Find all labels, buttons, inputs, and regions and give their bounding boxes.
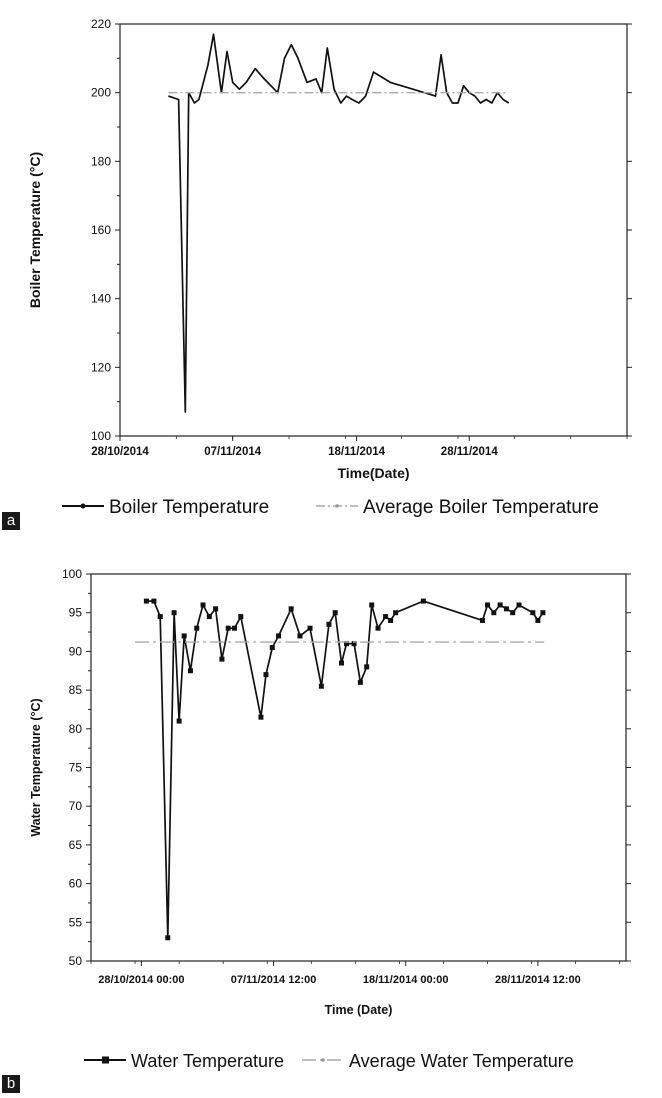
data-point-marker xyxy=(369,602,375,608)
data-point-marker xyxy=(276,633,282,639)
data-point-marker xyxy=(238,614,244,620)
data-point-marker xyxy=(263,672,269,678)
y-axis-label: Boiler Temperature (°C) xyxy=(27,152,43,308)
legend-marker xyxy=(335,504,339,508)
y-tick-label: 100 xyxy=(62,567,82,581)
data-point-marker xyxy=(258,714,264,720)
legend-marker xyxy=(102,1056,109,1064)
data-point-marker xyxy=(503,606,509,612)
water-temperature-chart: 50 55 60 65 70 75 80 85 90 95 100 28/10/2014 00:00 0… xyxy=(0,547,662,1093)
data-point-marker xyxy=(165,935,171,941)
y-axis-label: Water Temperature (°C) xyxy=(29,698,43,836)
data-point-marker xyxy=(213,606,219,612)
data-point-marker xyxy=(530,610,536,616)
data-point-marker xyxy=(388,617,394,623)
data-point-marker xyxy=(357,679,363,685)
data-point-marker xyxy=(383,614,389,620)
data-point-marker xyxy=(351,641,357,647)
legend-label-measured: Boiler Temperature xyxy=(109,497,269,518)
y-tick-label: 120 xyxy=(91,360,111,374)
legend-marker xyxy=(80,503,86,509)
data-point-marker xyxy=(516,602,522,608)
panel-label-b: b xyxy=(2,1075,20,1093)
data-point-marker xyxy=(171,610,177,616)
x-tick-label: 28/11/2014 12:00 xyxy=(495,974,581,986)
data-point-marker xyxy=(535,617,541,623)
water-chart-svg: 50 55 60 65 70 75 80 85 90 95 100 28/10/2014 00:00 0… xyxy=(29,567,631,1071)
y-tick-label: 65 xyxy=(69,838,83,852)
x-axis-label: Time(Date) xyxy=(337,465,409,481)
data-point-marker xyxy=(157,614,163,620)
x-tick-label: 28/10/2014 xyxy=(91,446,149,458)
data-point-marker xyxy=(307,625,313,631)
data-point-marker xyxy=(491,610,497,616)
data-point-marker xyxy=(318,683,324,689)
legend-label-average: Average Water Temperature xyxy=(349,1051,574,1071)
boiler-temperature-chart: 100 120 140 160 180 200 220 28/10/2014 07/11/201… xyxy=(0,0,662,545)
y-tick-label: 90 xyxy=(69,644,83,658)
data-point-marker xyxy=(364,664,370,670)
data-point-marker xyxy=(269,645,275,651)
data-point-marker xyxy=(200,602,206,608)
data-point-marker xyxy=(479,617,485,623)
data-point-marker xyxy=(485,602,491,608)
y-tick-label: 200 xyxy=(91,86,111,100)
y-tick-label: 180 xyxy=(91,154,111,168)
data-point-marker xyxy=(187,668,193,674)
x-tick-label: 18/11/2014 xyxy=(328,446,386,458)
plot-frame xyxy=(119,23,628,437)
data-point-marker xyxy=(375,625,381,631)
data-point-marker xyxy=(420,598,426,604)
data-point-marker xyxy=(540,610,546,616)
panel-label-a: a xyxy=(2,512,20,530)
series-line-measured xyxy=(146,600,544,939)
data-point-marker xyxy=(151,598,157,604)
data-point-marker xyxy=(332,610,338,616)
data-point-marker xyxy=(232,625,238,631)
x-tick-label: 28/11/2014 xyxy=(441,446,499,458)
data-point-marker xyxy=(143,598,149,604)
x-tick-label: 28/10/2014 00:00 xyxy=(98,974,184,986)
x-axis-label: Time (Date) xyxy=(325,1003,393,1017)
data-point-marker xyxy=(219,656,225,662)
legend-label-average: Average Boiler Temperature xyxy=(363,497,599,518)
y-tick-label: 50 xyxy=(69,954,83,968)
data-point-marker xyxy=(297,633,303,639)
x-tick-label: 07/11/2014 12:00 xyxy=(231,974,317,986)
data-point-marker xyxy=(326,621,332,627)
data-point-marker xyxy=(510,610,516,616)
y-tick-label: 75 xyxy=(69,761,83,775)
y-tick-label: 80 xyxy=(69,722,83,736)
data-point-marker xyxy=(393,610,399,616)
y-tick-label: 95 xyxy=(69,606,83,620)
x-tick-label: 07/11/2014 xyxy=(204,446,262,458)
data-point-marker xyxy=(181,633,187,639)
data-point-marker xyxy=(194,625,200,631)
data-point-marker xyxy=(497,602,503,608)
y-tick-label: 160 xyxy=(91,223,111,237)
data-point-marker xyxy=(225,625,231,631)
data-point-marker xyxy=(339,660,345,666)
data-point-marker xyxy=(288,606,294,612)
y-tick-label: 55 xyxy=(69,915,83,929)
y-tick-label: 220 xyxy=(91,17,111,31)
x-tick-label: 18/11/2014 00:00 xyxy=(363,974,449,986)
y-tick-label: 70 xyxy=(69,799,83,813)
legend-marker xyxy=(321,1058,325,1062)
series-line-measured xyxy=(168,33,510,413)
y-tick-label: 100 xyxy=(91,429,111,443)
y-tick-label: 60 xyxy=(69,877,83,891)
y-tick-label: 85 xyxy=(69,683,83,697)
data-point-marker xyxy=(206,614,212,620)
legend-label-measured: Water Temperature xyxy=(131,1051,284,1071)
y-tick-label: 140 xyxy=(91,292,111,306)
data-point-marker xyxy=(176,718,182,724)
boiler-chart-svg: 100 120 140 160 180 200 220 28/10/2014 07/11/201… xyxy=(27,17,632,518)
data-point-marker xyxy=(344,641,350,647)
